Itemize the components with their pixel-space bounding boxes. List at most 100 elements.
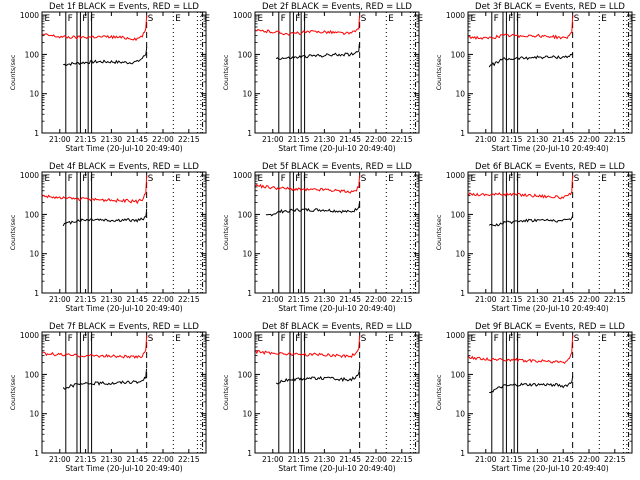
series-line-lld	[255, 335, 361, 359]
marker-letter-f: F	[281, 334, 286, 344]
series-line-events	[275, 367, 361, 385]
marker-letter-f: F	[494, 334, 499, 344]
x-tick-label: 21:15	[501, 455, 523, 464]
x-axis-label: Start Time (20-Jul-10 20:49:40)	[491, 144, 608, 153]
x-tick-label: 21:30	[527, 295, 549, 304]
y-tick-label: 1	[34, 289, 39, 298]
marker-letter-e: E	[388, 14, 394, 24]
plot-frame	[41, 11, 207, 134]
marker-letter-e: E	[204, 334, 210, 344]
y-tick-label: 1000	[446, 171, 465, 180]
y-axis-label: Counts/sec	[222, 54, 230, 90]
x-tick-label: 22:15	[178, 295, 200, 304]
marker-letter-f: F	[494, 174, 499, 184]
marker-letter-e: E	[630, 334, 636, 344]
marker-letter-s: S	[574, 334, 580, 344]
x-tick-label: 21:00	[49, 295, 71, 304]
series-line-lld	[42, 175, 148, 205]
y-axis-label: Counts/sec	[435, 54, 443, 90]
x-tick-label: 22:00	[578, 295, 600, 304]
marker-letter-f: F	[303, 334, 308, 344]
marker-letter-e: E	[257, 174, 263, 184]
marker-letter-f: F	[281, 14, 286, 24]
y-axis-label: Counts/sec	[435, 374, 443, 410]
x-tick-label: 21:30	[314, 455, 336, 464]
marker-letter-e: E	[44, 174, 50, 184]
chart-title: Det 5f BLACK = Events, RED = LLD	[262, 162, 412, 172]
x-axis-label: Start Time (20-Jul-10 20:49:40)	[491, 304, 608, 313]
chart-title: Det 3f BLACK = Events, RED = LLD	[475, 2, 625, 12]
marker-letter-f: F	[68, 174, 73, 184]
chart-panel-1: Det 1f BLACK = Events, RED = LLD 1 10 100 10…	[9, 2, 210, 153]
marker-letter-s: S	[361, 14, 367, 24]
marker-letter-f: F	[295, 174, 300, 184]
y-tick-label: 100	[451, 210, 466, 219]
chart-panel-8: Det 8f BLACK = Events, RED = LLD 1 10 100 10…	[222, 322, 423, 473]
chart-title: Det 6f BLACK = Events, RED = LLD	[475, 162, 625, 172]
x-tick-label: 21:45	[126, 295, 148, 304]
marker-letter-e: E	[417, 174, 423, 184]
marker-letter-f: F	[68, 334, 73, 344]
y-tick-label: 10	[29, 410, 39, 419]
y-tick-label: 100	[238, 50, 253, 59]
x-tick-label: 21:45	[552, 295, 574, 304]
marker-letter-f: F	[281, 174, 286, 184]
x-axis-label: Start Time (20-Jul-10 20:49:40)	[278, 144, 395, 153]
marker-letter-f: F	[494, 14, 499, 24]
marker-letter-e: E	[601, 174, 607, 184]
marker-letter-s: S	[361, 334, 367, 344]
series-line-events	[275, 42, 361, 61]
y-axis-label: Counts/sec	[9, 214, 17, 250]
series-line-events	[265, 200, 361, 217]
marker-letter-e: E	[601, 14, 607, 24]
plot-frame	[254, 11, 420, 134]
y-tick-label: 100	[25, 50, 40, 59]
y-tick-label: 10	[29, 250, 39, 259]
chart-panel-9: Det 9f BLACK = Events, RED = LLD 1 10 100 10…	[435, 322, 636, 473]
x-axis-label: Start Time (20-Jul-10 20:49:40)	[65, 464, 182, 473]
y-tick-label: 1000	[20, 11, 39, 20]
x-tick-label: 22:00	[365, 295, 387, 304]
y-tick-label: 1000	[233, 171, 252, 180]
x-tick-label: 21:15	[75, 135, 97, 144]
y-tick-label: 100	[25, 210, 40, 219]
series-line-events	[62, 208, 148, 227]
chart-panel-6: Det 6f BLACK = Events, RED = LLD 1 10 100 10…	[435, 162, 636, 313]
marker-letter-f: F	[516, 334, 521, 344]
x-tick-label: 21:00	[475, 455, 497, 464]
y-tick-label: 10	[455, 90, 465, 99]
marker-letter-e: E	[630, 14, 636, 24]
y-tick-label: 1	[460, 129, 465, 138]
y-tick-label: 10	[455, 250, 465, 259]
x-axis-label: Start Time (20-Jul-10 20:49:40)	[65, 144, 182, 153]
y-tick-label: 1	[460, 289, 465, 298]
plot-frame	[467, 331, 633, 454]
y-tick-label: 1	[247, 289, 252, 298]
x-tick-label: 21:00	[49, 135, 71, 144]
marker-letter-f: F	[516, 14, 521, 24]
marker-letter-f: F	[508, 334, 513, 344]
plot-frame	[41, 171, 207, 294]
series-line-lld	[468, 175, 574, 200]
x-tick-label: 21:15	[501, 135, 523, 144]
marker-letter-f: F	[68, 14, 73, 24]
marker-letter-f: F	[90, 14, 95, 24]
marker-letter-e: E	[44, 334, 50, 344]
marker-letter-f: F	[82, 334, 87, 344]
x-tick-label: 21:00	[475, 295, 497, 304]
y-tick-label: 100	[238, 370, 253, 379]
marker-letter-s: S	[574, 174, 580, 184]
marker-letter-e: E	[470, 174, 476, 184]
marker-letter-e: E	[44, 14, 50, 24]
x-tick-label: 21:30	[314, 135, 336, 144]
x-tick-label: 22:00	[365, 135, 387, 144]
plot-frame	[467, 11, 633, 134]
x-tick-label: 21:30	[101, 455, 123, 464]
chart-panel-2: Det 2f BLACK = Events, RED = LLD 1 10 100 10…	[222, 2, 423, 153]
x-tick-label: 21:45	[339, 135, 361, 144]
chart-panel-3: Det 3f BLACK = Events, RED = LLD 1 10 100 10…	[435, 2, 636, 153]
y-tick-label: 1000	[20, 331, 39, 340]
x-tick-label: 21:15	[501, 295, 523, 304]
y-tick-label: 100	[451, 370, 466, 379]
